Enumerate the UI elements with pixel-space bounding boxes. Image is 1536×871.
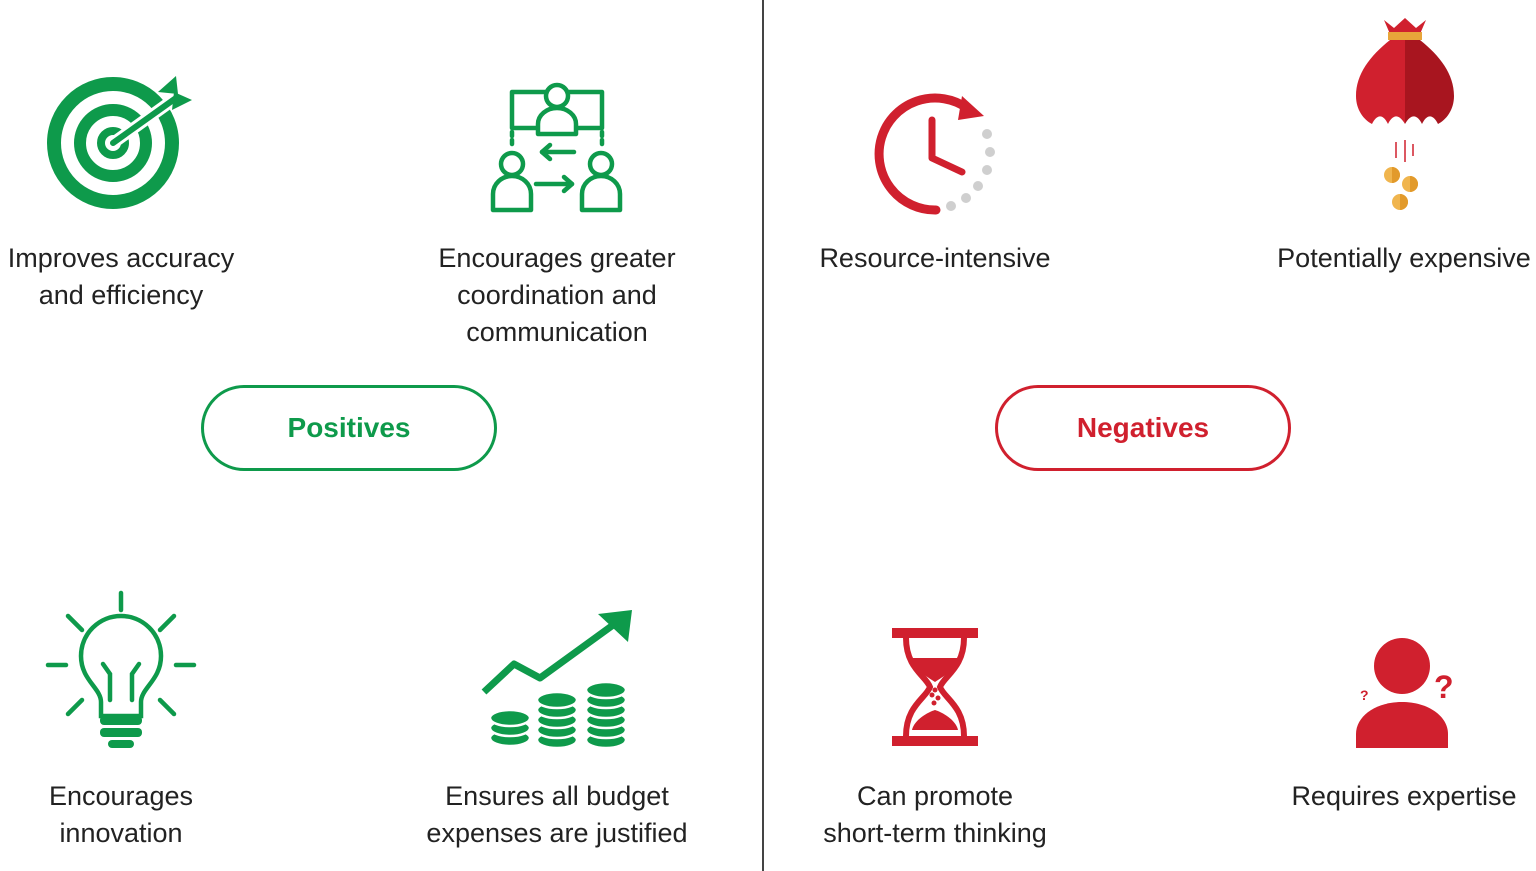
- caption-line: Improves accuracy: [7, 243, 235, 273]
- caption-line: Potentially expensive: [1277, 243, 1531, 273]
- caption-encourages-coordination: Encourages greater coordination and comm…: [420, 240, 694, 351]
- caption-potentially-expensive: Potentially expensive: [1272, 240, 1536, 277]
- caption-line: Can promote: [856, 781, 1014, 811]
- confused-person-icon: ? ?: [1356, 638, 1454, 748]
- clock-icon: [874, 93, 995, 215]
- caption-improves-accuracy: Improves accuracy and efficiency: [0, 240, 242, 314]
- caption-line: coordination and: [457, 280, 657, 310]
- caption-line: innovation: [59, 818, 183, 848]
- hourglass-icon: [892, 628, 978, 746]
- caption-resource-intensive: Resource-intensive: [800, 240, 1070, 277]
- caption-encourages-innovation: Encourages innovation: [0, 778, 242, 852]
- caption-line: communication: [466, 317, 648, 347]
- target-icon: [47, 76, 192, 209]
- caption-line: Encourages: [48, 781, 194, 811]
- caption-budget-justified: Ensures all budget expenses are justifie…: [410, 778, 704, 852]
- caption-line: short-term thinking: [823, 818, 1047, 848]
- svg-text:?: ?: [1360, 687, 1369, 703]
- svg-text:?: ?: [1434, 669, 1454, 705]
- center-divider: [762, 0, 764, 871]
- growth-coins-icon: [481, 610, 632, 750]
- lightbulb-icon: [45, 590, 197, 748]
- caption-line: Resource-intensive: [819, 243, 1051, 273]
- money-bag-icon: [1356, 18, 1454, 210]
- caption-short-term-thinking: Can promote short-term thinking: [800, 778, 1070, 852]
- caption-line: Encourages greater: [438, 243, 676, 273]
- team-coordination-icon: [490, 82, 623, 213]
- caption-line: and efficiency: [38, 280, 204, 310]
- negatives-label: Negatives: [995, 385, 1291, 471]
- positives-label: Positives: [201, 385, 497, 471]
- caption-line: Requires expertise: [1291, 781, 1517, 811]
- caption-line: expenses are justified: [426, 818, 688, 848]
- caption-line: Ensures all budget: [445, 781, 669, 811]
- caption-requires-expertise: Requires expertise: [1272, 778, 1536, 815]
